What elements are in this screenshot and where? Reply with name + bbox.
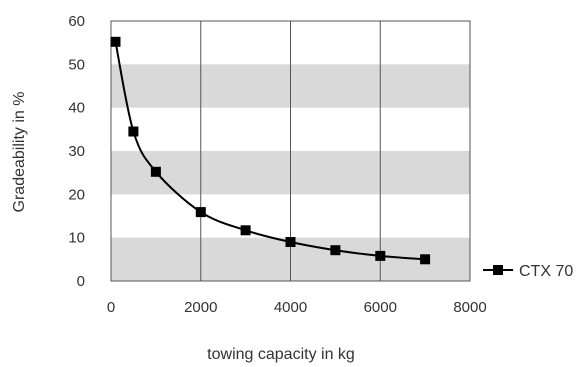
data-point [375,250,386,261]
y-tick-label: 50 [68,56,85,73]
x-axis-ticks: 0 2000 4000 6000 8000 [107,299,487,316]
legend: CTX 70 [483,263,573,280]
y-tick-label: 10 [68,230,85,247]
data-point [285,237,296,247]
y-tick-label: 60 [68,13,85,30]
data-point [110,36,121,47]
series-markers [110,36,431,265]
x-tick-label: 6000 [364,299,397,316]
plot-frame [110,20,471,282]
data-point [150,166,161,177]
y-axis-label: Gradeability in % [11,92,28,213]
data-point [420,254,431,265]
y-axis-ticks: 0 10 20 30 40 50 60 [68,13,85,290]
legend-label: CTX 70 [519,263,573,280]
x-tick-label: 4000 [274,299,307,316]
x-tick-label: 8000 [453,299,486,316]
data-point [330,245,341,256]
legend-marker [493,265,503,275]
data-point [128,126,139,137]
data-point [240,225,251,236]
y-tick-label: 20 [68,186,85,203]
y-tick-label: 30 [68,143,85,160]
y-tick-label: 0 [77,273,85,290]
x-tick-label: 2000 [184,299,217,316]
x-axis-label: towing capacity in kg [207,346,355,363]
x-tick-label: 0 [107,299,115,316]
y-tick-label: 40 [68,100,85,117]
data-point [195,207,206,218]
